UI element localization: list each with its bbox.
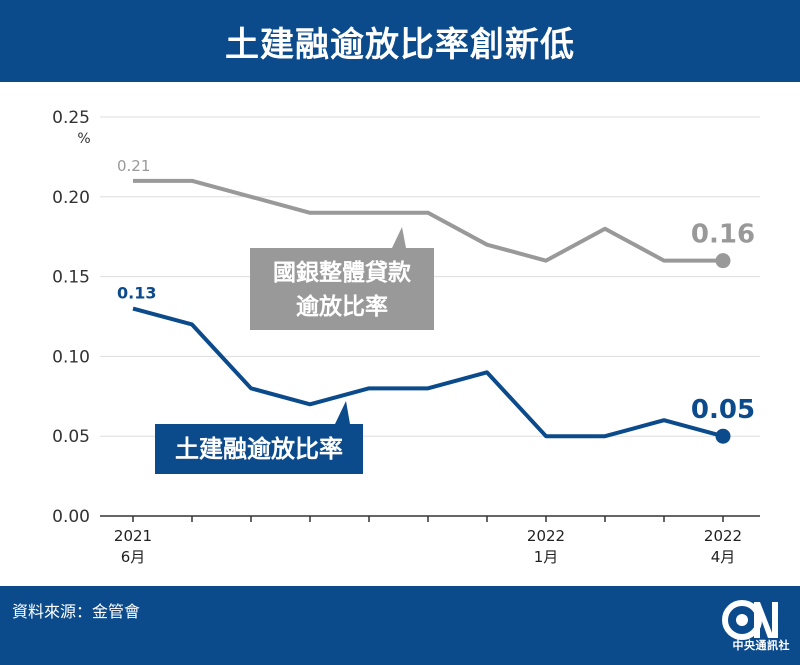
gray-series-end-label: 0.16	[691, 220, 755, 250]
source-note: 資料來源：金管會	[12, 602, 141, 621]
y-tick-label: 0.05	[52, 427, 90, 447]
y-tick-label: 0.10	[52, 347, 90, 367]
gray-series-start-label: 0.21	[117, 157, 150, 175]
chart-title: 土建融逾放比率創新低	[225, 24, 575, 65]
gray-series-legend-label: 逾放比率	[296, 293, 388, 320]
blue-series-end-point	[715, 428, 731, 444]
gray-series-callout-pointer	[392, 227, 406, 248]
logo-caption: 中央通訊社	[732, 639, 790, 652]
chart-area: 0.00 0.05 0.10 0.15 0.20 0.25% 2021 6月 2022 1月 202…	[0, 82, 800, 586]
chart-footer: 資料來源：金管會 中央通訊社	[0, 586, 800, 665]
line-chart: 0.00 0.05 0.10 0.15 0.20 0.25% 2021 6月 2022 1月 202…	[52, 108, 760, 566]
x-tick-month: 4月	[711, 548, 736, 566]
blue-series-end-label: 0.05	[691, 395, 755, 425]
blue-series-callout-pointer	[335, 401, 350, 424]
gray-series-end-point	[715, 253, 731, 269]
y-tick-label: 0.25	[52, 108, 90, 128]
chart-header: 土建融逾放比率創新低	[0, 0, 800, 82]
gray-series-legend-label: 國銀整體貸款	[273, 259, 412, 286]
blue-series-callout-box	[155, 424, 363, 474]
x-tick-year: 2021	[114, 527, 152, 545]
blue-series-legend-label: 土建融逾放比率	[175, 435, 343, 463]
gray-series-callout-box	[250, 248, 434, 330]
y-unit-label: %	[77, 131, 90, 147]
blue-series-line	[132, 306, 724, 439]
cna-logo-icon	[722, 600, 778, 640]
y-tick-label: 0.00	[52, 507, 90, 527]
x-tick-month: 1月	[534, 548, 559, 566]
x-tick-year: 2022	[704, 527, 742, 545]
blue-series-start-label: 0.13	[117, 284, 156, 303]
y-tick-label: 0.15	[52, 268, 90, 288]
gray-series-line	[133, 178, 723, 263]
y-tick-label: 0.20	[52, 188, 90, 208]
x-tick-year: 2022	[527, 527, 565, 545]
x-tick-month: 6月	[121, 548, 146, 566]
